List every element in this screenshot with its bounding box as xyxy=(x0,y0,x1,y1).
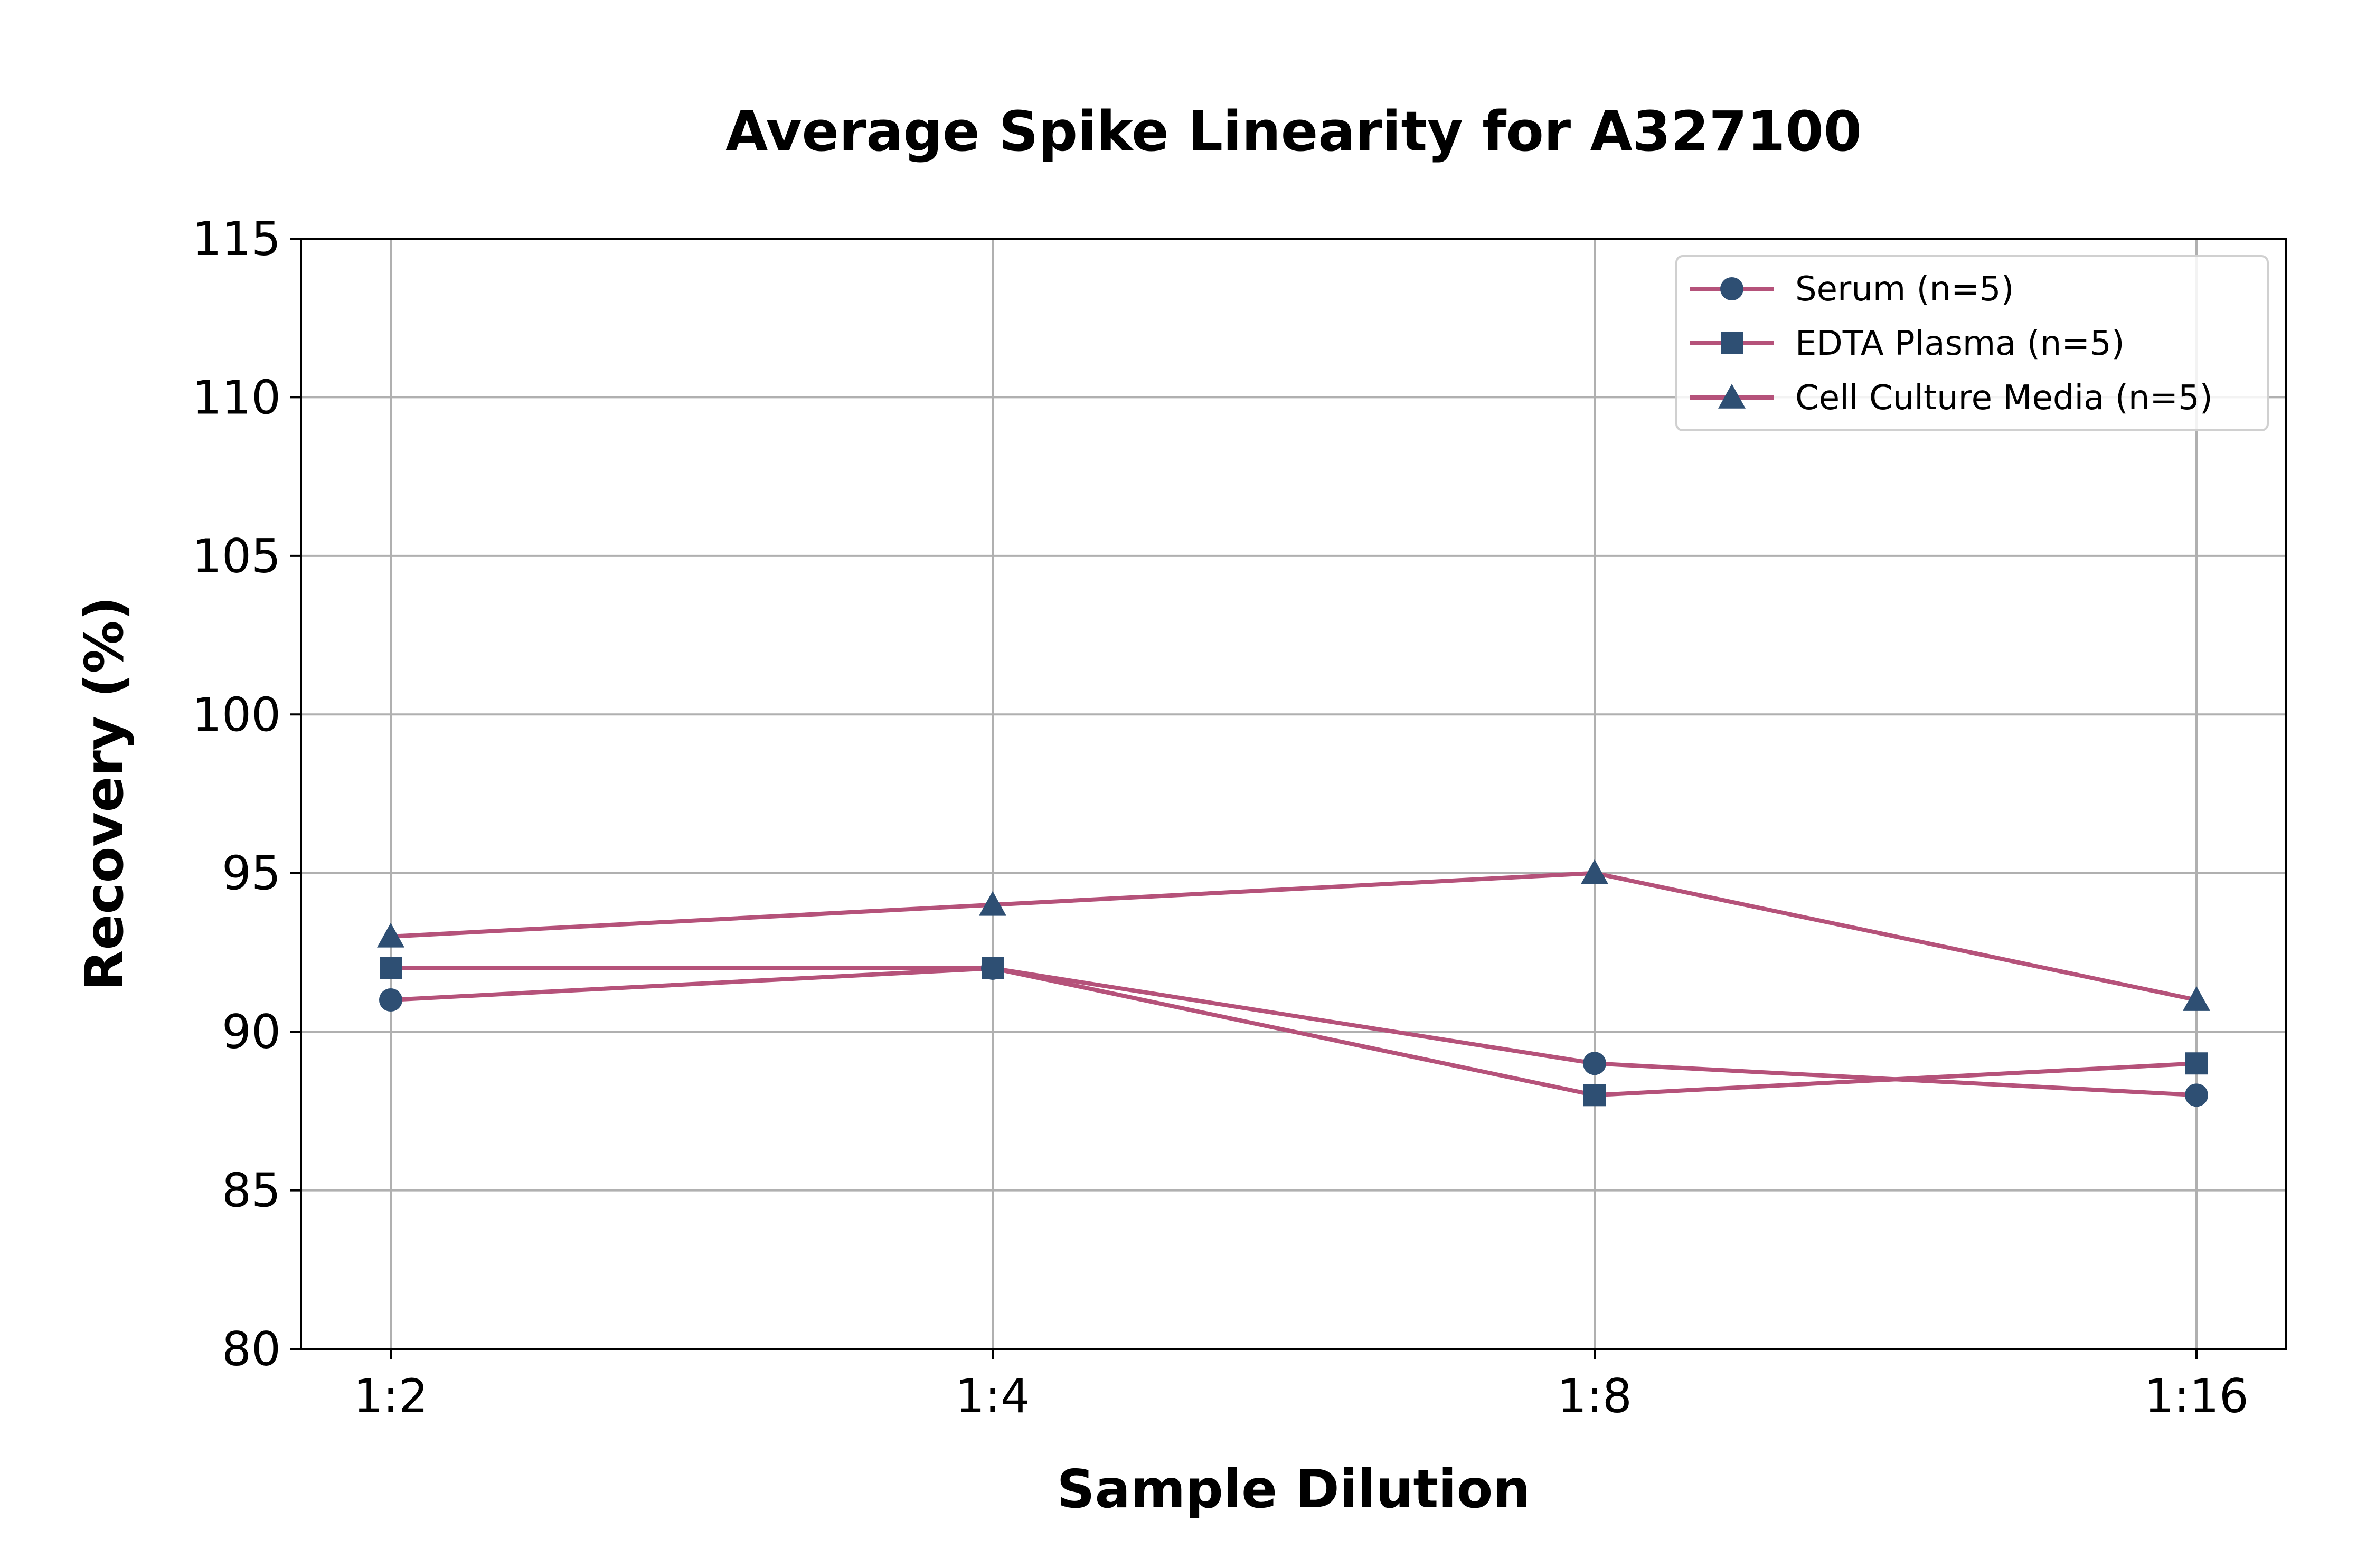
plot-frame xyxy=(300,238,2287,1350)
data-point-triangle xyxy=(1581,859,1608,884)
data-point-square xyxy=(380,957,402,979)
legend-marker-circle xyxy=(1720,277,1743,300)
series-lines xyxy=(390,871,2197,1098)
y-axis-label: Recovery (%) xyxy=(73,597,135,991)
data-point-circle xyxy=(2185,1083,2208,1107)
y-tick-label: 110 xyxy=(192,370,281,424)
legend: Serum (n=5) EDTA Plasma (n=5) Cell Culture… xyxy=(1675,255,2269,431)
x-tick-label: 1:8 xyxy=(1557,1369,1632,1423)
legend-label: Serum (n=5) xyxy=(1795,270,2014,309)
y-tick-label: 115 xyxy=(192,212,281,266)
y-tick-label: 90 xyxy=(222,1005,281,1059)
x-axis-label: Sample Dilution xyxy=(1057,1458,1531,1520)
y-tick-label: 85 xyxy=(222,1164,281,1218)
data-point-circle xyxy=(1583,1052,1606,1075)
data-point-triangle xyxy=(2183,986,2210,1011)
series-line-2 xyxy=(391,966,2197,1098)
data-point-triangle xyxy=(979,891,1006,916)
axis-ticks: 80 85 90 95 100 105 110 115 1:2 1:4 1:8 1:16 xyxy=(192,212,2249,1423)
x-tick-label: 1:4 xyxy=(955,1369,1030,1423)
legend-marker-square xyxy=(1721,332,1743,354)
y-tick-label: 95 xyxy=(222,846,281,901)
series-markers xyxy=(377,859,2210,1107)
legend-marker-triangle xyxy=(1718,384,1746,409)
series-line-3 xyxy=(390,871,2197,1002)
x-tick-label: 1:16 xyxy=(2144,1369,2249,1423)
y-tick-label: 80 xyxy=(222,1322,281,1376)
legend-label: Cell Culture Media (n=5) xyxy=(1795,379,2213,418)
data-point-triangle xyxy=(377,922,404,948)
data-point-square xyxy=(1583,1084,1606,1107)
chart-title: Average Spike Linearity for A327100 xyxy=(725,99,1862,164)
y-tick-label: 100 xyxy=(192,687,281,742)
data-point-square xyxy=(982,957,1004,979)
data-point-square xyxy=(2185,1052,2208,1075)
x-tick-label: 1:2 xyxy=(353,1369,428,1423)
legend-label: EDTA Plasma (n=5) xyxy=(1795,324,2125,363)
data-point-circle xyxy=(379,988,402,1012)
legend-box xyxy=(1675,255,2269,431)
y-tick-label: 105 xyxy=(192,529,281,583)
